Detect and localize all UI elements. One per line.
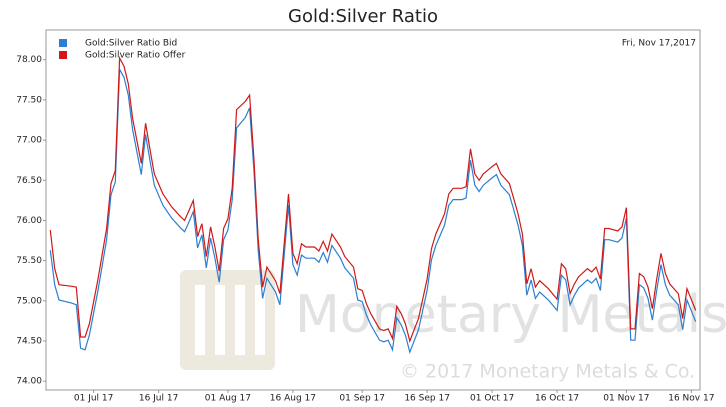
plot-frame: [45, 29, 701, 391]
y-tick-label: 78.00: [16, 55, 42, 65]
y-tick-label: 76.50: [16, 176, 42, 186]
legend-swatch: [59, 39, 67, 47]
x-tick-label: 01 Oct 17: [470, 394, 514, 404]
x-tick-label: 01 Nov 17: [603, 394, 649, 404]
x-tick-label: 01 Jul 17: [74, 394, 114, 404]
watermark-logo: [180, 270, 275, 370]
y-tick-label: 77.00: [16, 136, 42, 146]
legend-label: Gold:Silver Ratio Offer: [85, 51, 186, 61]
y-tick-label: 75.00: [16, 296, 42, 306]
series-line: [49, 67, 697, 355]
copyright: © 2017 Monetary Metals & Co.: [400, 361, 695, 383]
x-tick-label: 01 Sep 17: [339, 394, 385, 404]
x-tick-label: 16 Jul 17: [139, 394, 179, 404]
y-tick-label: 77.50: [16, 95, 42, 105]
annotation: Fri, Nov 17,2017: [622, 39, 696, 49]
x-tick-label: 16 Oct 17: [535, 394, 579, 404]
legend-label: Gold:Silver Ratio Bid: [85, 39, 177, 49]
y-tick-label: 75.50: [16, 256, 42, 266]
series-line: [49, 55, 697, 343]
y-tick-label: 74.00: [16, 377, 42, 387]
x-tick-label: 16 Nov 17: [668, 394, 714, 404]
x-tick-label: 01 Aug 17: [205, 394, 251, 404]
watermark: Monetary Metals: [295, 285, 726, 345]
x-tick-label: 16 Aug 17: [270, 394, 316, 404]
x-tick-label: 16 Sep 17: [404, 394, 450, 404]
y-tick-label: 74.50: [16, 336, 42, 346]
chart-title: Gold:Silver Ratio: [288, 6, 438, 27]
y-tick-label: 76.00: [16, 216, 42, 226]
legend-swatch: [59, 51, 67, 59]
